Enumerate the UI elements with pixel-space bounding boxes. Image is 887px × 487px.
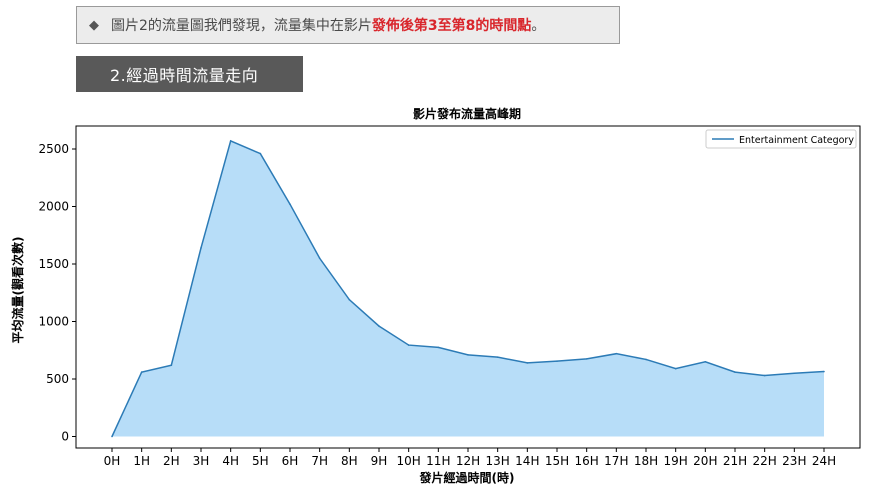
plot-area: 0 500 1000 1500 2000 2500 0H 1H 2H 3H 4H 5H 6H 7H 8H 9H… [38,125,861,468]
data-point [556,360,558,362]
data-point [585,358,588,360]
data-point [259,152,262,155]
x-tick-label: 8H [341,454,358,468]
x-tick-label: 9H [371,454,388,468]
data-point [229,140,232,142]
y-tick-label: 500 [46,372,69,386]
x-tick-label: 19H [664,454,688,468]
data-point [645,358,647,361]
data-point [793,372,796,375]
y-tick-label: 0 [61,430,69,444]
data-point [348,298,351,301]
series-area-fill [112,140,824,437]
x-tick-label: 0H [104,454,121,468]
y-tick-label: 1500 [38,257,69,271]
note-text-plain: 圖片2的流量圖我們發現，流量集中在影片 [111,18,372,34]
x-tick-label: 3H [193,454,210,468]
x-tick-label: 2H [163,454,180,468]
x-tick-label: 1H [133,454,150,468]
data-point [378,325,380,327]
x-tick-label: 14H [515,454,539,468]
data-point [407,344,410,346]
area-chart: 影片發布流量高峰期 平均流量(觀看次數) 發片經過時間(時) 0 500 1000 1… [10,106,861,485]
x-tick-label: 22H [753,454,777,468]
note-text: 圖片2的流量圖我們發現，流量集中在影片發佈後第3至第8的時間點。 [111,15,545,35]
x-tick-label: 21H [723,454,747,468]
x-tick-label: 6H [282,454,299,468]
x-tick-label: 12H [456,454,480,468]
diamond-bullet-icon: ◆ [89,17,99,33]
y-axis-label: 平均流量(觀看次數) [10,237,25,344]
y-tick-label: 1000 [38,315,69,329]
x-tick-label: 11H [426,454,450,468]
x-tick-label: 24H [812,454,836,468]
data-point [704,360,707,363]
x-tick-label: 5H [252,454,269,468]
data-point [289,203,291,205]
data-point [140,371,143,373]
data-point [674,367,677,370]
chart-title: 影片發布流量高峰期 [413,106,521,121]
data-point [763,374,766,377]
data-point [615,352,618,355]
data-point [734,371,736,373]
x-tick-label: 23H [782,454,806,468]
x-tick-label: 7H [311,454,328,468]
data-point [170,364,173,367]
x-tick-label: 18H [634,454,658,468]
legend-label: Entertainment Category [739,135,854,146]
y-tick-label: 2500 [38,142,69,156]
x-tick-label: 20H [693,454,717,468]
note-text-highlight: 發佈後第3至第8的時間點 [371,18,532,34]
data-point [200,247,202,249]
x-tick-label: 10H [397,454,421,468]
x-tick-label: 17H [604,454,628,468]
note-text-end: 。 [531,18,546,34]
y-tick-label: 2000 [38,200,69,214]
section-header: 2.經過時間流量走向 [76,56,303,92]
x-tick-label: 15H [545,454,569,468]
x-tick-label: 4H [222,454,239,468]
section-title: 2.經過時間流量走向 [110,66,259,85]
data-point [467,354,469,356]
note-box: ◆ 圖片2的流量圖我們發現，流量集中在影片發佈後第3至第8的時間點。 [76,6,620,44]
data-point [823,370,825,373]
data-point [437,346,440,349]
x-axis-label: 發片經過時間(時) [419,470,515,485]
data-point [496,356,499,358]
legend-box [705,129,857,149]
x-tick-label: 16H [575,454,599,468]
x-tick-label: 13H [486,454,510,468]
data-point [526,362,529,364]
data-point [111,435,113,438]
data-point [318,257,321,260]
